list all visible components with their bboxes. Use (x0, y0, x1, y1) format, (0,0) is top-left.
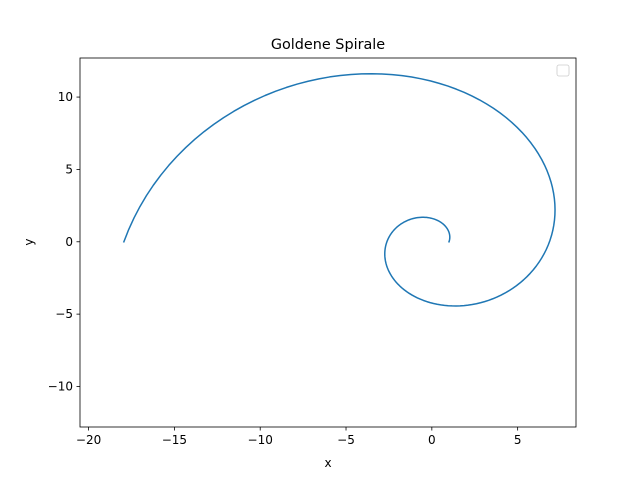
y-tick-label: 0 (65, 235, 73, 249)
y-tick-label: 5 (65, 162, 73, 176)
x-tick-label: −20 (76, 433, 101, 447)
x-tick-label: −10 (248, 433, 273, 447)
spiral-series-line (122, 72, 556, 307)
y-tick-label: 10 (58, 90, 73, 104)
chart-title: Goldene Spirale (271, 37, 385, 53)
y-tick-label: −10 (48, 379, 73, 393)
x-axis-label: x (324, 456, 331, 470)
x-tick-label: 0 (428, 433, 436, 447)
y-tick-label: −5 (55, 307, 73, 321)
x-tick-label: −5 (337, 433, 355, 447)
y-axis-label: y (22, 238, 36, 245)
plot-frame (79, 57, 577, 428)
plot-area-background (80, 58, 576, 427)
legend-box (556, 64, 570, 77)
y-axis-ticks: −10 −5 0 5 10 (48, 90, 80, 393)
x-tick-label: 5 (514, 433, 522, 447)
x-axis-ticks: −20 −15 −10 −5 0 5 (76, 427, 522, 447)
x-tick-label: −15 (162, 433, 187, 447)
